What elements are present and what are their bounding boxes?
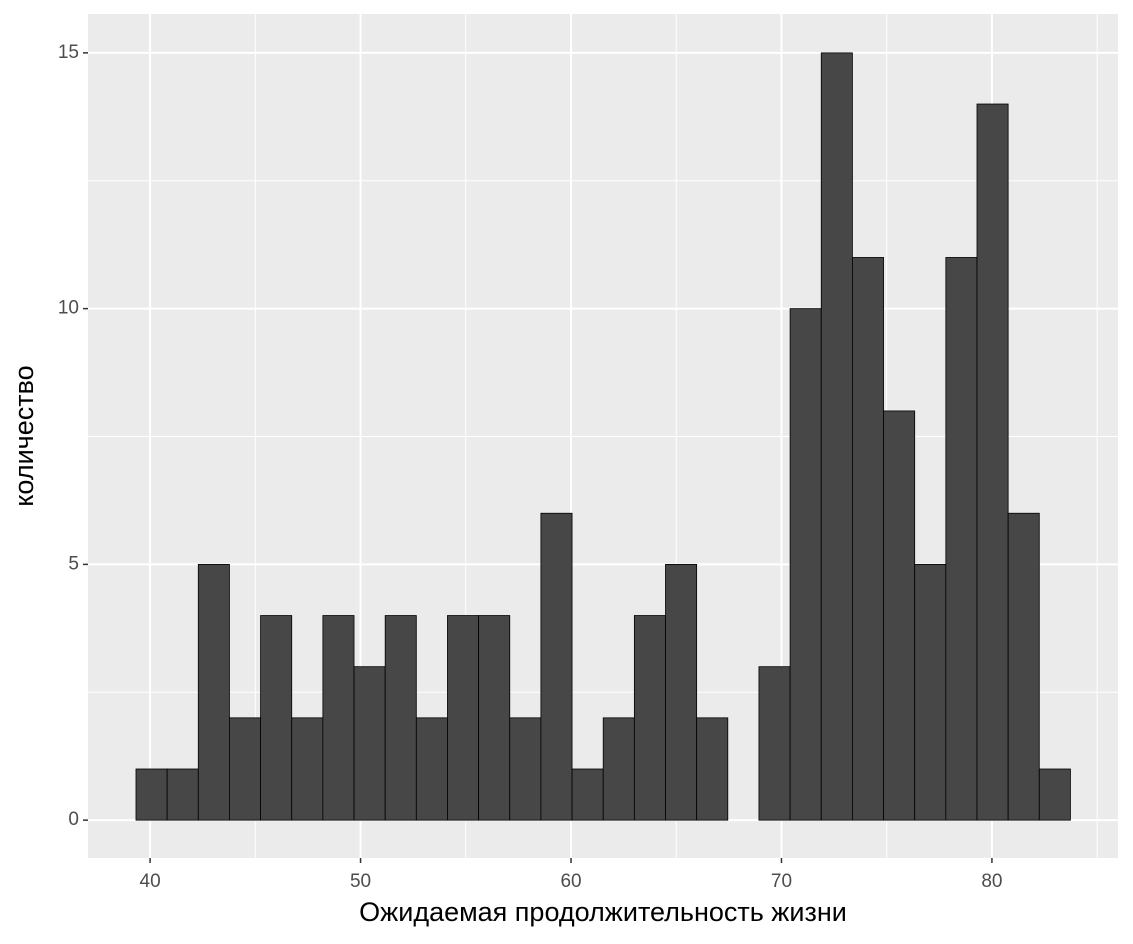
bar	[509, 717, 542, 821]
bar	[820, 52, 853, 821]
bar	[322, 615, 355, 821]
bar	[135, 768, 168, 821]
bar	[197, 563, 230, 821]
bar	[696, 717, 729, 821]
bar	[415, 717, 448, 821]
y-axis-title: количество	[9, 365, 39, 506]
bar	[353, 666, 386, 821]
bar	[540, 512, 573, 821]
bar	[789, 308, 822, 821]
bar	[851, 257, 884, 821]
bar	[166, 768, 199, 821]
x-tick-label: 70	[771, 871, 792, 892]
x-tick-label: 80	[981, 871, 1002, 892]
bar	[447, 615, 480, 821]
bar	[914, 563, 947, 821]
bar	[758, 666, 791, 821]
bar	[1038, 768, 1071, 821]
bar	[1007, 512, 1040, 821]
bar	[665, 563, 698, 821]
y-tick-label: 5	[68, 553, 79, 574]
bar	[291, 717, 324, 821]
x-axis-title: Ожидаемая продолжительность жизни	[359, 897, 847, 927]
y-tick-label: 15	[58, 42, 79, 63]
bar	[945, 257, 978, 821]
bar	[260, 615, 293, 821]
bar	[229, 717, 261, 821]
x-tick-label: 50	[350, 871, 371, 892]
x-tick-label: 60	[560, 871, 581, 892]
bar	[478, 615, 511, 821]
bar	[883, 410, 916, 821]
y-tick-label: 10	[58, 298, 79, 319]
bar	[633, 615, 666, 821]
y-tick-label: 0	[68, 809, 79, 830]
bar	[571, 768, 604, 821]
bar	[602, 717, 635, 821]
bar	[384, 615, 417, 821]
x-tick-label: 40	[140, 871, 161, 892]
bar	[976, 103, 1009, 821]
